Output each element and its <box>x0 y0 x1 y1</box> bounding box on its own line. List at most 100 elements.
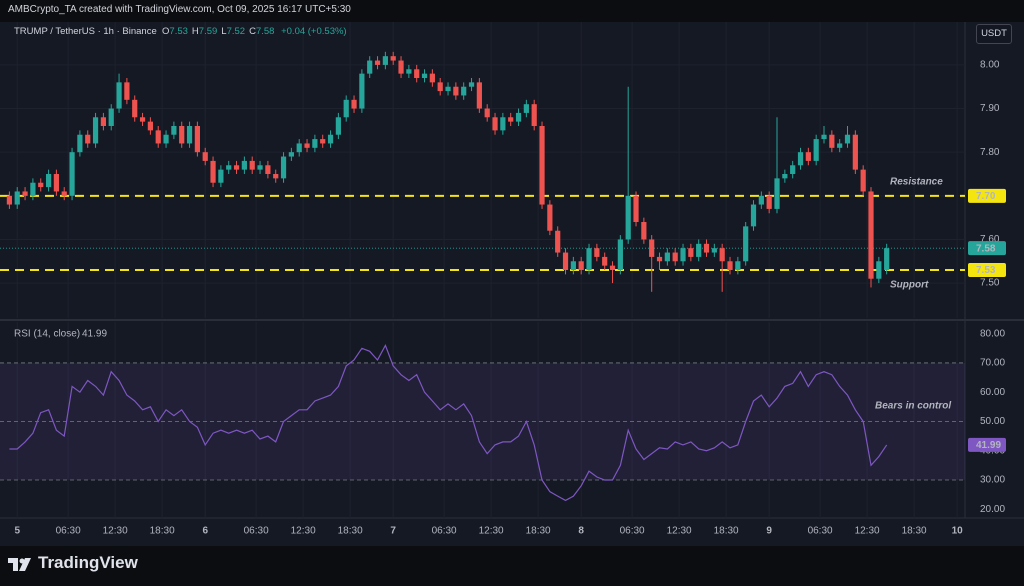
candle-body <box>672 252 678 262</box>
candle-body <box>429 73 435 83</box>
candle-body <box>844 134 851 144</box>
candle-body <box>633 195 639 222</box>
x-tick-label: 18:30 <box>150 526 175 537</box>
candle-body <box>868 191 874 279</box>
candle-body <box>53 174 59 192</box>
rsi-title-value: 41.99 <box>82 329 107 340</box>
x-tick-label: 10 <box>952 526 964 537</box>
x-tick-label: 06:30 <box>432 526 457 537</box>
legend-value: 7.52 <box>226 26 246 37</box>
candle-body <box>586 248 592 270</box>
candle-body <box>500 117 506 131</box>
legend-key: O <box>162 26 170 37</box>
rsi-band-fill <box>0 362 965 480</box>
candle-body <box>210 160 216 183</box>
candle-body <box>476 82 482 109</box>
currency-button[interactable]: USDT <box>976 24 1012 44</box>
candle-body <box>625 195 631 240</box>
candle-body <box>304 143 310 148</box>
candle-body <box>508 117 514 122</box>
candle-body <box>116 82 122 109</box>
candle-body <box>45 174 52 188</box>
candle-body <box>539 126 545 205</box>
y-tick-label: 7.50 <box>980 278 1000 289</box>
candle-body <box>492 117 498 131</box>
rsi-annotation: Bears in control <box>875 401 951 412</box>
candle-body <box>406 69 412 74</box>
candle-body <box>92 117 99 144</box>
rsi-line <box>9 343 888 502</box>
candle-body <box>515 112 522 122</box>
x-tick-label: 18:30 <box>714 526 739 537</box>
x-tick-label: 12:30 <box>855 526 880 537</box>
candle-body <box>774 178 780 209</box>
x-tick-label: 06:30 <box>56 526 81 537</box>
header: AMBCrypto_TA created with TradingView.co… <box>8 4 351 15</box>
candle-body <box>758 195 764 205</box>
candle-body <box>547 204 553 231</box>
candle-body <box>100 117 106 126</box>
candle-body <box>218 169 224 183</box>
candle-body <box>688 248 694 257</box>
candle-body <box>884 248 890 270</box>
candle-body <box>273 174 279 179</box>
tv-logo <box>8 558 31 571</box>
candle-body <box>390 56 396 61</box>
rsi-title: RSI (14, close) <box>14 329 80 340</box>
candle-body <box>398 60 404 74</box>
candle-body <box>484 108 490 118</box>
candle-body <box>570 261 576 270</box>
candle-body <box>226 165 232 170</box>
candle-body <box>186 126 193 144</box>
legend-key: C <box>249 26 256 37</box>
x-tick-label: 8 <box>578 526 584 537</box>
candle-body <box>750 204 757 227</box>
x-tick-label: 12:30 <box>103 526 128 537</box>
candle-body <box>414 69 420 78</box>
level-badge-bg <box>968 263 1006 277</box>
rsi-tick-label: 20.00 <box>980 504 1005 515</box>
candle-body <box>711 248 717 253</box>
candle-body <box>562 252 569 270</box>
candle-body <box>194 126 200 153</box>
candle-body <box>343 99 349 118</box>
level-annotation: Resistance <box>890 176 943 187</box>
candle-body <box>61 191 67 196</box>
candle-body <box>609 265 616 270</box>
x-tick-label: 5 <box>14 526 20 537</box>
candle-body <box>680 248 686 262</box>
candle-body <box>837 143 843 148</box>
candle-body <box>22 191 28 196</box>
candle-body <box>743 226 749 262</box>
level-annotation: Support <box>890 280 929 291</box>
candle-body <box>531 104 537 126</box>
x-tick-label: 18:30 <box>902 526 927 537</box>
candle-body <box>617 239 623 270</box>
x-tick-label: 06:30 <box>808 526 833 537</box>
candle-body <box>766 195 772 209</box>
legend-key: H <box>191 26 199 37</box>
ohlc-values: O7.53 H7.59 L7.52 C7.58 <box>162 26 278 37</box>
x-tick-label: 9 <box>766 526 772 537</box>
brand: TradingView <box>38 553 138 572</box>
candle-body <box>335 117 341 135</box>
candle-body <box>453 86 459 96</box>
candle-body <box>241 160 247 170</box>
y-tick-label: 7.80 <box>980 147 1000 158</box>
candle-body <box>155 130 161 144</box>
candle-body <box>852 134 858 170</box>
candle-body <box>171 126 177 135</box>
rsi-tick-label: 60.00 <box>980 387 1005 398</box>
candle-body <box>147 121 153 131</box>
candle-body <box>876 261 882 279</box>
candle-body <box>461 86 467 96</box>
candle-body <box>860 169 866 192</box>
x-tick-label: 06:30 <box>620 526 645 537</box>
candle-body <box>265 165 271 174</box>
x-tick-label: 12:30 <box>291 526 316 537</box>
x-tick-label: 12:30 <box>667 526 692 537</box>
candle-body <box>437 82 443 92</box>
candle-body <box>727 261 733 270</box>
